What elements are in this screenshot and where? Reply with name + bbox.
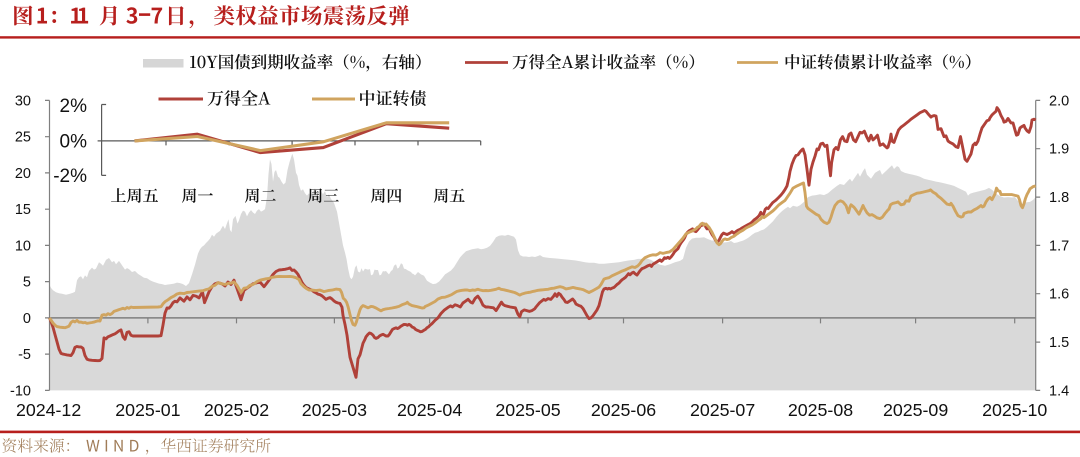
svg-text:2025-07: 2025-07 bbox=[690, 400, 755, 420]
svg-text:2025-03: 2025-03 bbox=[302, 400, 367, 420]
svg-text:1.4: 1.4 bbox=[1049, 383, 1069, 399]
svg-text:2025-06: 2025-06 bbox=[591, 400, 656, 420]
svg-text:1.6: 1.6 bbox=[1049, 287, 1069, 303]
svg-text:1.8: 1.8 bbox=[1049, 190, 1069, 206]
svg-text:20: 20 bbox=[15, 166, 31, 182]
svg-text:-2%: -2% bbox=[53, 166, 87, 187]
svg-text:0: 0 bbox=[23, 311, 31, 327]
svg-text:5: 5 bbox=[23, 275, 31, 291]
svg-text:25: 25 bbox=[15, 130, 31, 146]
svg-text:2.0: 2.0 bbox=[1049, 93, 1069, 109]
svg-text:15: 15 bbox=[15, 202, 31, 218]
svg-text:2025-01: 2025-01 bbox=[115, 400, 180, 420]
svg-text:0%: 0% bbox=[60, 132, 88, 153]
svg-text:2025-04: 2025-04 bbox=[397, 400, 462, 420]
svg-text:-10: -10 bbox=[10, 383, 31, 399]
svg-text:1.7: 1.7 bbox=[1049, 238, 1069, 254]
svg-text:2024-12: 2024-12 bbox=[16, 400, 81, 420]
svg-text:2025-09: 2025-09 bbox=[883, 400, 948, 420]
svg-text:1.5: 1.5 bbox=[1049, 335, 1069, 351]
svg-text:10: 10 bbox=[15, 238, 31, 254]
svg-text:30: 30 bbox=[15, 93, 31, 109]
svg-text:2025-10: 2025-10 bbox=[982, 400, 1047, 420]
svg-text:-5: -5 bbox=[18, 347, 31, 363]
svg-text:2025-02: 2025-02 bbox=[204, 400, 269, 420]
svg-text:1.9: 1.9 bbox=[1049, 142, 1069, 158]
svg-text:2025-05: 2025-05 bbox=[495, 400, 560, 420]
svg-text:2%: 2% bbox=[60, 96, 88, 117]
svg-text:2025-08: 2025-08 bbox=[788, 400, 853, 420]
